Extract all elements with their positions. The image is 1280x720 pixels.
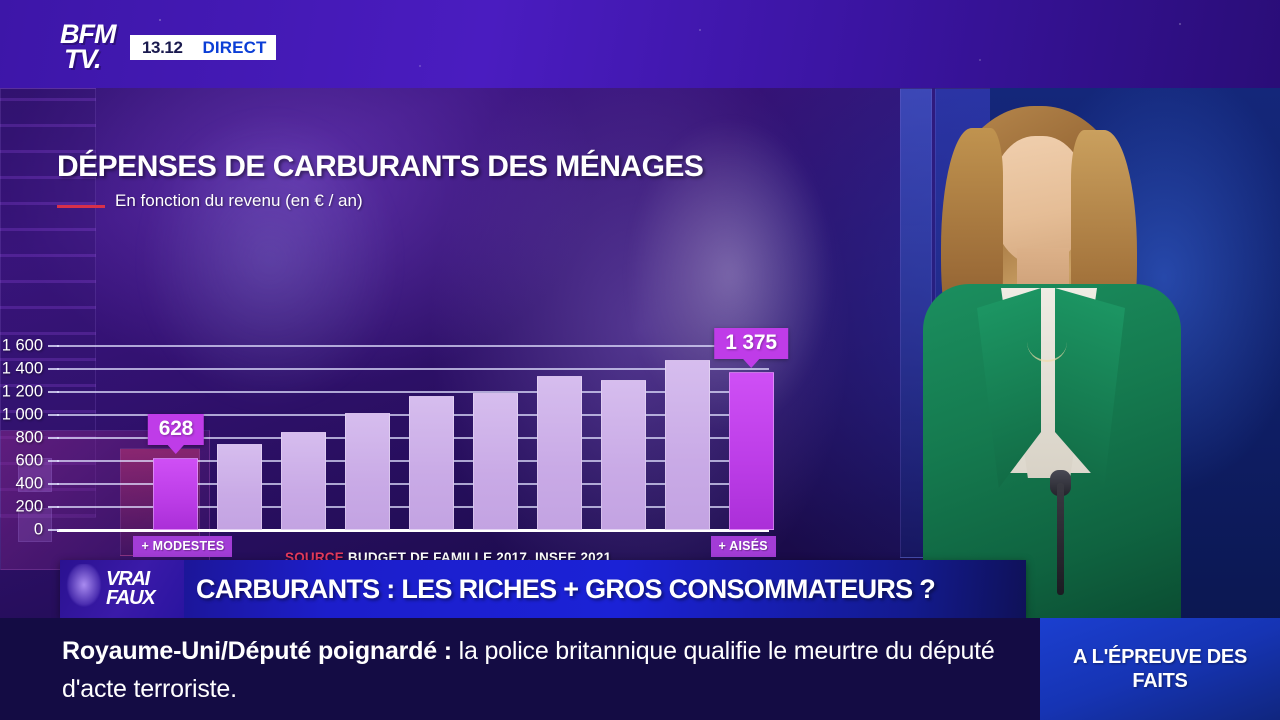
data-label-callout: 1 375: [714, 327, 788, 359]
lower-third-banner: VRAI FAUX CARBURANTS : LES RICHES + GROS…: [60, 560, 1026, 618]
programme-badge-line-1: A L'ÉPREUVE DES: [1073, 645, 1247, 668]
chart-title: DÉPENSES DE CARBURANTS DES MÉNAGES: [57, 150, 704, 183]
channel-top-bar: BFM TV. 13.12 DIRECT: [0, 0, 1280, 88]
chart-subtitle: En fonction du revenu (en € / an): [115, 191, 363, 210]
tickmark-800: [48, 437, 59, 439]
presenter-necklace: [1027, 340, 1067, 362]
studio-glow-left: [140, 110, 400, 410]
gridline-1600: [57, 345, 769, 347]
title-accent-rule: [57, 205, 105, 208]
studio-panel-square-a: [18, 458, 52, 492]
ticker-separator: :: [443, 637, 452, 665]
ticker-headline: Royaume-Uni/Député poignardé: [62, 637, 437, 665]
bar-D5: [409, 396, 455, 530]
vrai-faux-line-1: VRAI: [106, 568, 150, 590]
bar-D4: [345, 413, 391, 530]
programme-badge-line-2: FAITS: [1132, 669, 1188, 692]
bar-D7: [536, 376, 582, 530]
programme-badge: A L'ÉPREUVE DES FAITS: [1040, 618, 1280, 720]
tickmark-400: [48, 483, 59, 485]
presenter-figure: [905, 88, 1195, 624]
y-axis-tick-label: 0: [33, 520, 43, 539]
live-badge: DIRECT: [202, 37, 267, 57]
bar-D9: [664, 360, 710, 530]
bfmtv-logo: BFM TV.: [60, 19, 116, 74]
gridline-0: [57, 528, 769, 532]
bar-D10: [728, 371, 774, 530]
studio-panel-square-b: [18, 508, 52, 542]
y-axis-tick-label: 400: [15, 474, 43, 493]
current-time: 13.12: [142, 37, 183, 57]
bar-D3: [281, 432, 327, 530]
y-axis-tick-label: 1 200: [1, 382, 43, 401]
logo-line-2: TV.: [64, 44, 102, 74]
y-axis-tick-label: 800: [15, 428, 43, 447]
y-axis-tick-label: 1 400: [1, 359, 43, 378]
ticker-text: Royaume-Uni/Député poignardé : la police…: [62, 632, 1000, 708]
ticker-body: la police britannique qualifie le meurtr…: [62, 637, 995, 703]
vrai-faux-badge: VRAI FAUX: [60, 560, 184, 618]
axis-label-aises: + AISÉS: [710, 536, 776, 557]
bar-D1: [153, 457, 199, 530]
tickmark-200: [48, 506, 59, 508]
gridline-1200: [57, 391, 769, 393]
tickmark-600: [48, 460, 59, 462]
chart-panel: DÉPENSES DE CARBURANTS DES MÉNAGES En fo…: [0, 88, 900, 565]
bar-D2: [217, 443, 263, 530]
logo-line-1: BFM: [60, 19, 116, 49]
tickmark-1400: [48, 368, 59, 370]
tickmark-1200: [48, 391, 59, 393]
y-axis-tick-label: 200: [15, 497, 43, 516]
time-live-chip: 13.12 DIRECT: [130, 35, 277, 60]
vrai-faux-line-2: FAUX: [106, 587, 156, 609]
tickmark-0: [48, 529, 59, 531]
microphone-stand: [1057, 483, 1064, 595]
bar-D6: [472, 392, 518, 530]
tickmark-1000: [48, 414, 59, 416]
bar-D8: [600, 380, 646, 530]
banner-headline: CARBURANTS : LES RICHES + GROS CONSOMMAT…: [196, 573, 936, 604]
data-label-callout: 628: [147, 413, 205, 445]
vrai-faux-bust-icon: [62, 564, 106, 616]
y-axis-tick-label: 600: [15, 451, 43, 470]
y-axis-tick-label: 1 000: [1, 405, 43, 424]
axis-label-modestes: + MODESTES: [133, 536, 233, 557]
news-ticker: Royaume-Uni/Député poignardé : la police…: [0, 618, 1040, 720]
y-axis-tick-label: 1 600: [1, 336, 43, 355]
gridline-1400: [57, 368, 769, 370]
vrai-faux-wordmark: VRAI FAUX: [106, 568, 156, 609]
tickmark-1600: [48, 345, 59, 347]
